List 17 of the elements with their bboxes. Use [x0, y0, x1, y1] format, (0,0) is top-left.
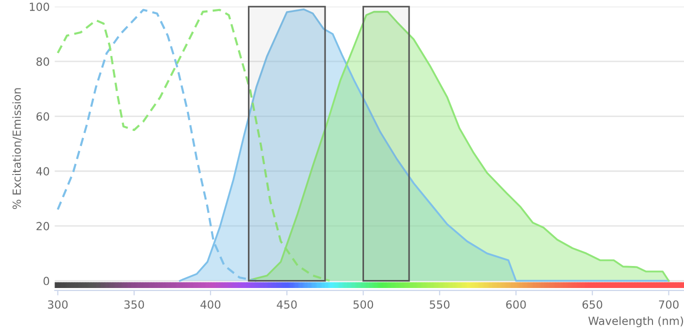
x-tick-label: 300 [48, 300, 68, 309]
y-axis-title: % Excitation/Emission [12, 88, 22, 210]
x-tick-label: 350 [124, 300, 144, 309]
x-tick-label: 700 [659, 300, 679, 309]
x-tick-label: 550 [430, 300, 450, 309]
y-tick-label: 20 [36, 222, 50, 230]
y-tick-label: 80 [36, 57, 50, 66]
x-axis-title: Wavelength (nm) [588, 316, 684, 328]
y-tick-label: 0 [44, 276, 50, 286]
y-tick-label: 100 [30, 2, 50, 11]
x-tick-label: 500 [354, 300, 374, 309]
y-tick-label: 60 [36, 112, 50, 121]
x-tick-label: 600 [506, 300, 526, 309]
x-tick-label: 650 [582, 300, 602, 309]
y-tick-label: 40 [36, 167, 50, 176]
x-tick-label: 400 [200, 300, 220, 309]
x-tick-label: 450 [276, 300, 297, 309]
